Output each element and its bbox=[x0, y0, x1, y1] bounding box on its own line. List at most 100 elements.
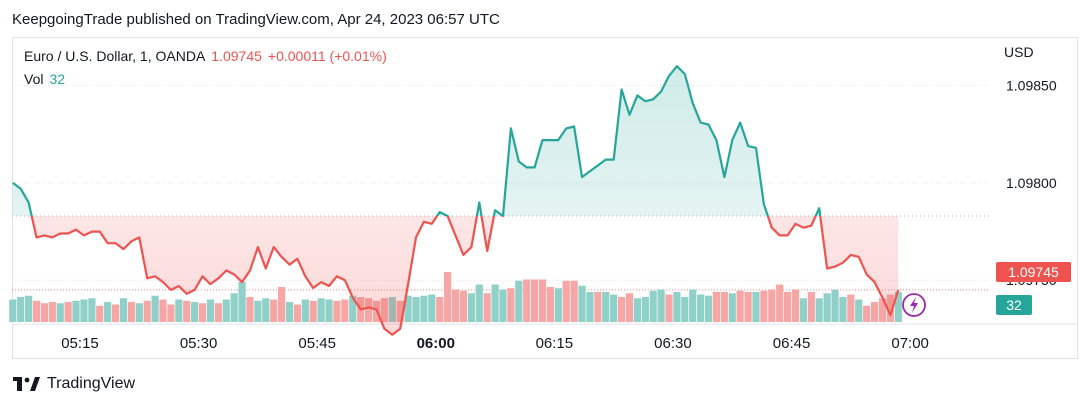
chart-frame bbox=[12, 37, 1078, 359]
volume-bar bbox=[641, 297, 649, 322]
volume-bar bbox=[799, 298, 808, 322]
volume-bar bbox=[483, 293, 491, 322]
volume-bar bbox=[17, 297, 25, 322]
volume-bar bbox=[333, 300, 341, 322]
volume-bar bbox=[823, 293, 831, 322]
volume-bar bbox=[768, 289, 776, 322]
symbol-label[interactable]: Euro / U.S. Dollar, 1, OANDA bbox=[24, 48, 206, 64]
volume-bar bbox=[111, 304, 120, 322]
area-fill-below bbox=[12, 215, 899, 335]
volume-bar bbox=[254, 300, 262, 322]
volume-bar bbox=[602, 292, 610, 322]
volume-bar bbox=[894, 292, 902, 322]
volume-bar bbox=[491, 284, 499, 322]
volume-bar bbox=[744, 292, 752, 322]
volume-bar bbox=[855, 299, 863, 322]
volume-bar bbox=[167, 304, 175, 322]
volume-bar bbox=[523, 279, 531, 322]
volume-bar bbox=[404, 295, 412, 322]
last-price: 1.09745 bbox=[211, 48, 262, 64]
volume-bar bbox=[206, 299, 215, 322]
volume-bar bbox=[586, 292, 594, 322]
volume-bar bbox=[444, 272, 452, 322]
volume-bar bbox=[293, 304, 302, 322]
volume-bar bbox=[40, 303, 49, 322]
volume-bar bbox=[412, 297, 420, 322]
volume-bar bbox=[633, 298, 641, 322]
volume-bar bbox=[127, 302, 135, 322]
volume-bar bbox=[467, 293, 475, 322]
volume-bar bbox=[554, 288, 562, 322]
volume-bar bbox=[198, 303, 207, 322]
volume-bar bbox=[191, 302, 199, 322]
volume-bars bbox=[9, 272, 902, 322]
volume-bar bbox=[863, 305, 871, 322]
legend-volume-row: Vol 32 bbox=[24, 71, 71, 87]
area-fill-above bbox=[12, 66, 821, 216]
volume-bar bbox=[617, 297, 626, 322]
volume-bar bbox=[214, 303, 222, 322]
volume-bar bbox=[720, 292, 728, 322]
volume-bar bbox=[570, 280, 578, 322]
volume-bar bbox=[285, 302, 294, 322]
volume-bar bbox=[25, 295, 33, 322]
vol-value: 32 bbox=[49, 71, 66, 87]
volume-bar bbox=[657, 289, 665, 322]
last-price-tag: 1.09745 bbox=[996, 262, 1071, 282]
volume-bar bbox=[712, 292, 721, 322]
volume-bar bbox=[475, 284, 483, 322]
volume-bar bbox=[56, 303, 64, 322]
footer-brand[interactable]: TradingView bbox=[13, 372, 135, 396]
lightning-icon[interactable] bbox=[902, 293, 926, 317]
volume-bar bbox=[143, 300, 151, 322]
volume-bar bbox=[451, 289, 460, 322]
volume-bar bbox=[610, 294, 618, 322]
currency-label[interactable]: USD bbox=[1004, 44, 1034, 60]
legend-symbol-row: Euro / U.S. Dollar, 1, OANDA 1.09745 +0.00… bbox=[24, 48, 393, 64]
volume-bar bbox=[538, 279, 547, 322]
volume-bar bbox=[64, 302, 72, 322]
volume-bar bbox=[562, 280, 570, 322]
volume-bar bbox=[159, 299, 167, 322]
volume-bar bbox=[752, 292, 760, 322]
volume-bar bbox=[649, 290, 657, 322]
volume-bar bbox=[515, 280, 523, 322]
volume-bar bbox=[878, 298, 887, 322]
lightning-icon-bolt bbox=[910, 297, 918, 313]
volume-bar bbox=[499, 289, 507, 322]
tradingview-logo-icon bbox=[13, 377, 40, 391]
x-tick-label: 05:30 bbox=[180, 335, 218, 352]
volume-bar bbox=[135, 303, 143, 322]
volume-bar bbox=[870, 302, 879, 322]
price-change: +0.00011 (+0.01%) bbox=[267, 48, 387, 64]
volume-bar bbox=[681, 297, 689, 322]
volume-bar bbox=[278, 287, 286, 322]
volume-bar bbox=[847, 294, 855, 322]
volume-bar bbox=[325, 299, 333, 322]
volume-bar bbox=[459, 290, 468, 322]
volume-bar bbox=[230, 293, 238, 322]
price-line-above bbox=[12, 65, 822, 216]
y-tick-label: 1.09800 bbox=[1006, 175, 1057, 191]
volume-bar bbox=[349, 295, 357, 322]
x-tick-label: 07:00 bbox=[891, 335, 929, 352]
volume-bar bbox=[736, 290, 744, 322]
vol-label[interactable]: Vol bbox=[24, 71, 44, 87]
x-tick-label: 06:15 bbox=[536, 335, 574, 352]
volume-bar bbox=[507, 288, 515, 322]
volume-bar bbox=[104, 302, 112, 322]
brand-name: TradingView bbox=[47, 375, 136, 392]
x-tick-label: 06:30 bbox=[654, 335, 692, 352]
volume-bar bbox=[689, 289, 697, 322]
volume-bar bbox=[119, 298, 128, 322]
x-tick-label: 05:15 bbox=[61, 335, 99, 352]
volume-bar bbox=[238, 282, 246, 322]
volume-bar bbox=[88, 298, 96, 322]
volume-bar bbox=[341, 299, 349, 322]
volume-bar bbox=[594, 292, 602, 322]
volume-bar bbox=[728, 293, 736, 322]
volume-bar bbox=[9, 299, 17, 322]
volume-bar bbox=[262, 298, 270, 322]
volume-bar bbox=[301, 299, 309, 322]
